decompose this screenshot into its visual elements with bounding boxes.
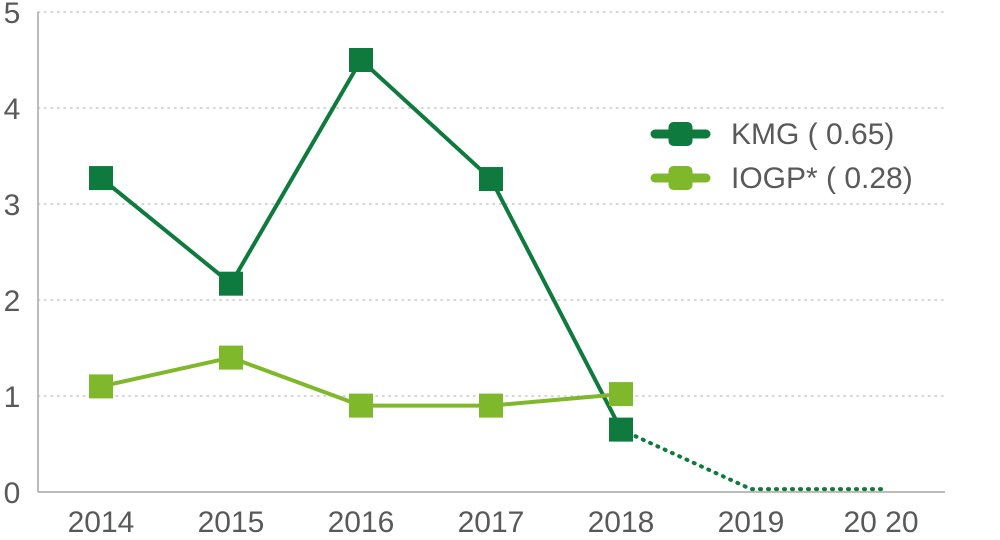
x-tick-label-2016: 2016: [328, 506, 395, 539]
x-tick-label-2015: 2015: [198, 506, 265, 539]
series-1-point-2017: [479, 393, 503, 418]
series-1-point-2014: [89, 374, 113, 399]
y-tick-label-4: 4: [4, 93, 21, 126]
y-tick-label-2: 2: [4, 285, 21, 318]
series-0-point-2015: [219, 271, 243, 296]
y-tick-label-0: 0: [4, 477, 21, 510]
series-1-point-2015: [219, 345, 243, 370]
y-tick-label-3: 3: [4, 189, 21, 222]
series-0-point-2014: [89, 166, 113, 191]
tick-labels: 0 1 2 3 4 5 2014 2015 2016 2017 2018 2019 20 20: [4, 0, 919, 539]
gridlines: [37, 11, 946, 397]
axes: [37, 12, 945, 493]
legend-swatch-marker-1: [668, 166, 693, 190]
legend: KMG ( 0.65) IOGP* ( 0.28): [650, 118, 913, 195]
series-0-projection-line: [619, 427, 883, 492]
legend-label-1: IOGP* ( 0.28): [731, 162, 913, 195]
series-layer: [89, 48, 883, 492]
legend-swatch-marker-0: [668, 122, 693, 146]
series-0-point-2017: [479, 167, 503, 192]
series-1-point-2016: [349, 393, 373, 418]
series-0-point-2018: [609, 417, 633, 442]
y-tick-label-1: 1: [4, 381, 21, 414]
x-tick-label-2018: 2018: [588, 506, 655, 539]
legend-label-0: KMG ( 0.65): [731, 118, 894, 151]
series-1-point-2018: [609, 382, 633, 407]
x-tick-label-2019: 2019: [718, 506, 785, 539]
y-tick-label-5: 5: [4, 0, 21, 30]
x-tick-label-2014: 2014: [68, 506, 135, 539]
x-tick-label-2020: 20 20: [843, 506, 918, 539]
x-tick-label-2017: 2017: [458, 506, 525, 539]
series-0-point-2016: [349, 48, 373, 72]
series-0-line: [99, 58, 623, 431]
